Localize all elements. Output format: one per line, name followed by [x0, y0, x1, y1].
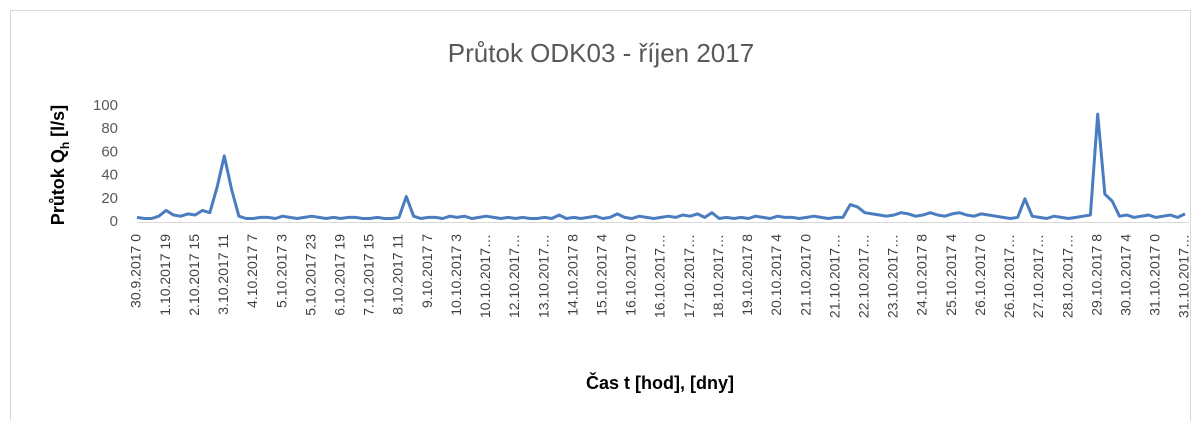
x-tick-label: 16.10.2017… — [652, 234, 668, 318]
x-tick-label: 3.10.2017 11 — [215, 234, 231, 315]
y-tick-label: 60 — [101, 143, 118, 160]
x-axis-label: Čas t [hod], [dny] — [586, 372, 734, 393]
x-tick-label: 12.10.2017… — [506, 234, 522, 318]
x-tick-label: 13.10.2017… — [535, 234, 551, 318]
x-tick-label: 16.10.2017 0 — [623, 234, 639, 316]
chart-title: Průtok ODK03 - říjen 2017 — [448, 38, 754, 68]
x-tick-label: 17.10.2017… — [681, 234, 697, 318]
x-tick-label: 14.10.2017 8 — [564, 234, 580, 316]
x-tick-label: 19.10.2017 8 — [739, 234, 755, 316]
x-tick-label: 5.10.2017 23 — [302, 234, 318, 316]
x-tick-label: 5.10.2017 3 — [273, 234, 289, 308]
y-label-sub: h — [58, 142, 72, 149]
x-tick-label: 31.10.2017… — [1176, 234, 1192, 318]
y-axis-label: Průtok Qh [l/s] — [48, 105, 72, 225]
x-tick-label: 15.10.2017 4 — [593, 234, 609, 316]
x-tick-label: 25.10.2017 4 — [943, 234, 959, 316]
x-tick-label: 28.10.2017… — [1059, 234, 1075, 318]
x-tick-label: 7.10.2017 15 — [361, 234, 377, 316]
x-tick-label: 18.10.2017… — [710, 234, 726, 318]
x-tick-label: 2.10.2017 15 — [186, 234, 202, 316]
x-tick-label: 6.10.2017 19 — [331, 234, 347, 316]
x-tick-label: 24.10.2017 8 — [914, 234, 930, 316]
x-tick-label: 26.10.2017 0 — [972, 234, 988, 316]
x-tick-label: 8.10.2017 11 — [390, 234, 406, 315]
x-tick-label: 30.9.2017 0 — [128, 234, 144, 308]
y-tick-label: 20 — [101, 190, 118, 207]
data-line — [136, 112, 1186, 220]
x-tick-label: 31.10.2017 0 — [1147, 234, 1163, 316]
x-tick-label: 1.10.2017 19 — [157, 234, 173, 316]
y-tick-label: 80 — [101, 120, 118, 137]
x-tick-label: 29.10.2017 8 — [1088, 234, 1104, 316]
chart-frame — [10, 10, 1191, 421]
x-tick-label: 21.10.2017 0 — [797, 234, 813, 316]
y-label-unit: [l/s] — [48, 105, 68, 142]
x-tick-label: 26.10.2017… — [1001, 234, 1017, 318]
y-tick-label: 40 — [101, 167, 118, 184]
y-label-main: Průtok Q — [48, 149, 68, 225]
y-tick-label: 0 — [110, 213, 118, 230]
x-tick-label: 27.10.2017… — [1030, 234, 1046, 318]
x-tick-label: 23.10.2017… — [885, 234, 901, 318]
y-tick-label: 100 — [93, 97, 118, 114]
x-tick-label: 22.10.2017… — [855, 234, 871, 318]
x-tick-label: 21.10.2017… — [826, 234, 842, 318]
x-tick-label: 9.10.2017 7 — [419, 234, 435, 308]
x-tick-label: 20.10.2017 4 — [768, 234, 784, 316]
x-tick-label: 4.10.2017 7 — [244, 234, 260, 308]
x-tick-label: 30.10.2017 4 — [1117, 234, 1133, 316]
x-tick-label: 10.10.2017… — [477, 234, 493, 318]
x-tick-label: 10.10.2017 3 — [448, 234, 464, 316]
